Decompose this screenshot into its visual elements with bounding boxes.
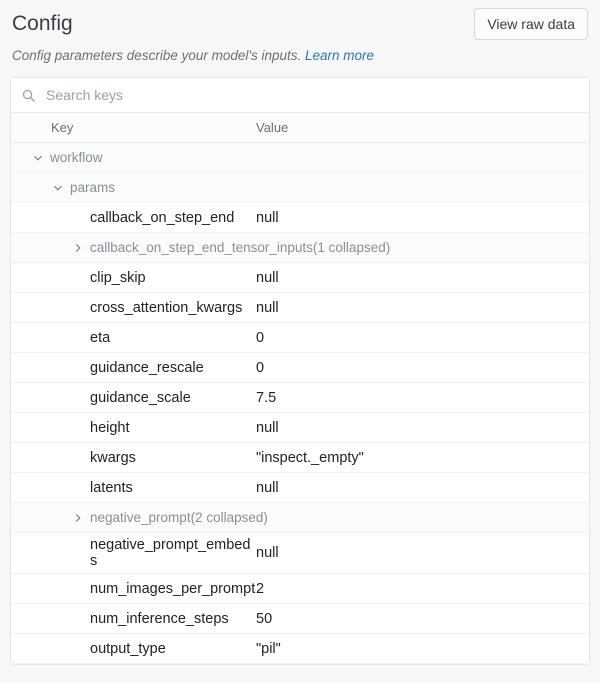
- key-text: negative_prompt_embeds: [90, 537, 256, 569]
- subtitle-text: Config parameters describe your model's …: [12, 48, 305, 63]
- search-icon: [21, 88, 36, 103]
- column-header-key: Key: [11, 120, 256, 135]
- key-cell: callback_on_step_end_tensor_inputs (1 co…: [11, 240, 589, 255]
- key-text: guidance_rescale: [90, 360, 204, 376]
- key-cell: cross_attention_kwargs: [11, 300, 256, 316]
- key-text: height: [90, 420, 130, 436]
- tree-group-row[interactable]: negative_prompt (2 collapsed): [11, 503, 589, 533]
- key-cell: negative_prompt_embeds: [11, 537, 256, 569]
- key-text: callback_on_step_end: [90, 210, 234, 226]
- column-header-value: Value: [256, 120, 589, 135]
- key-cell: num_images_per_prompt: [11, 581, 256, 597]
- value-cell: 0: [256, 360, 589, 376]
- value-cell: 7.5: [256, 390, 589, 406]
- value-cell: null: [256, 270, 589, 286]
- tree-leaf-row: negative_prompt_embedsnull: [11, 533, 589, 574]
- key-cell: negative_prompt (2 collapsed): [11, 510, 589, 525]
- chevron-right-icon[interactable]: [71, 511, 85, 525]
- key-cell: params: [11, 180, 589, 195]
- tree-leaf-row: num_inference_steps 50: [11, 604, 589, 634]
- value-cell: 2: [256, 581, 589, 597]
- key-text: workflow: [50, 150, 103, 165]
- learn-more-link[interactable]: Learn more: [305, 48, 374, 63]
- key-cell: kwargs: [11, 450, 256, 466]
- key-cell: workflow: [11, 150, 589, 165]
- tree-leaf-row: output_type "pil": [11, 634, 589, 664]
- config-table-panel: Key Value workflow params callback_on_step…: [10, 77, 590, 665]
- key-text: clip_skip: [90, 270, 146, 286]
- key-cell: callback_on_step_end: [11, 210, 256, 226]
- collapsed-count: (1 collapsed): [313, 240, 390, 255]
- tree-group-row[interactable]: callback_on_step_end_tensor_inputs (1 co…: [11, 233, 589, 263]
- value-cell: null: [256, 420, 589, 436]
- key-cell: clip_skip: [11, 270, 256, 286]
- tree-leaf-row: clip_skip null: [11, 263, 589, 293]
- key-text: kwargs: [90, 450, 136, 466]
- value-cell: 0: [256, 330, 589, 346]
- header: Config View raw data: [10, 8, 590, 44]
- tree-leaf-row: guidance_scale 7.5: [11, 383, 589, 413]
- key-cell: latents: [11, 480, 256, 496]
- key-text: num_images_per_prompt: [90, 581, 255, 597]
- key-text: callback_on_step_end_tensor_inputs: [90, 240, 313, 255]
- value-cell: null: [256, 545, 589, 561]
- search-row: [11, 78, 589, 113]
- value-cell: "pil": [256, 641, 589, 657]
- subtitle: Config parameters describe your model's …: [10, 44, 590, 77]
- tree-group-row[interactable]: workflow: [11, 143, 589, 173]
- chevron-down-icon[interactable]: [31, 151, 45, 165]
- view-raw-data-button[interactable]: View raw data: [474, 8, 588, 40]
- column-headers: Key Value: [11, 113, 589, 143]
- key-text: guidance_scale: [90, 390, 191, 406]
- tree-leaf-row: callback_on_step_end null: [11, 203, 589, 233]
- tree-leaf-row: eta 0: [11, 323, 589, 353]
- value-cell: "inspect._empty": [256, 450, 589, 466]
- value-cell: null: [256, 300, 589, 316]
- tree-leaf-row: guidance_rescale 0: [11, 353, 589, 383]
- key-text: num_inference_steps: [90, 611, 229, 627]
- key-text: latents: [90, 480, 133, 496]
- tree-leaf-row: cross_attention_kwargs null: [11, 293, 589, 323]
- tree-group-row[interactable]: params: [11, 173, 589, 203]
- key-text: negative_prompt: [90, 510, 191, 525]
- key-text: cross_attention_kwargs: [90, 300, 242, 316]
- tree-leaf-row: num_images_per_prompt2: [11, 574, 589, 604]
- key-text: eta: [90, 330, 110, 346]
- config-panel: Config View raw data Config parameters d…: [0, 0, 600, 665]
- value-cell: 50: [256, 611, 589, 627]
- config-rows: workflowparamscallback_on_step_endnullca…: [11, 143, 589, 664]
- key-cell: num_inference_steps: [11, 611, 256, 627]
- key-cell: guidance_scale: [11, 390, 256, 406]
- chevron-down-icon[interactable]: [51, 181, 65, 195]
- key-cell: output_type: [11, 641, 256, 657]
- collapsed-count: (2 collapsed): [191, 510, 268, 525]
- tree-leaf-row: kwargs "inspect._empty": [11, 443, 589, 473]
- tree-leaf-row: height null: [11, 413, 589, 443]
- key-cell: eta: [11, 330, 256, 346]
- search-input[interactable]: [44, 86, 579, 104]
- value-cell: null: [256, 480, 589, 496]
- chevron-right-icon[interactable]: [71, 241, 85, 255]
- key-cell: guidance_rescale: [11, 360, 256, 376]
- key-text: params: [70, 180, 115, 195]
- key-text: output_type: [90, 641, 166, 657]
- page-title: Config: [12, 12, 73, 36]
- key-cell: height: [11, 420, 256, 436]
- tree-leaf-row: latents null: [11, 473, 589, 503]
- value-cell: null: [256, 210, 589, 226]
